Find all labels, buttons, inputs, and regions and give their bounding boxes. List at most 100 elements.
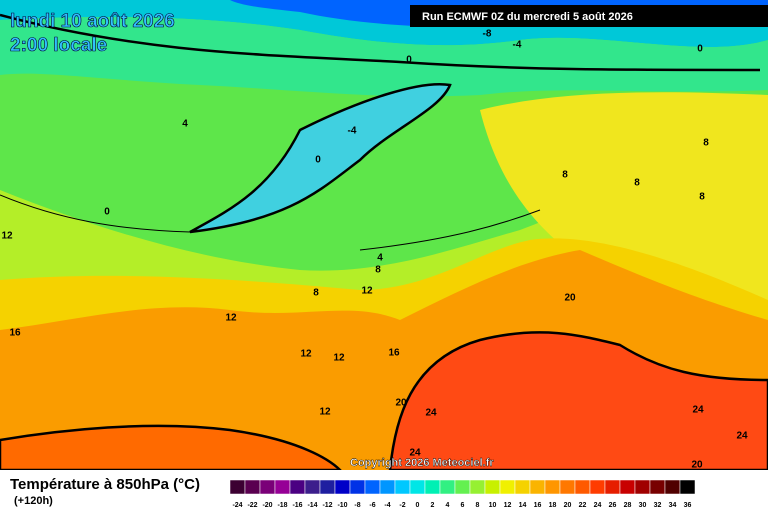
contour-label: 20	[395, 398, 407, 409]
legend-swatch	[424, 479, 441, 495]
legend-swatch	[364, 479, 381, 495]
valid-time: 2:00 locale	[10, 35, 107, 56]
legend-swatch	[334, 479, 351, 495]
legend-level: 32	[654, 502, 662, 509]
contour-label: 4	[377, 253, 383, 264]
legend-swatch	[319, 479, 336, 495]
legend-level: 12	[504, 502, 512, 509]
legend-level: -20	[262, 502, 272, 509]
legend-level: 34	[669, 502, 677, 509]
legend-swatch	[559, 479, 576, 495]
contour-label: 4	[182, 119, 188, 130]
contour-label: 16	[9, 328, 21, 339]
legend-level: 0	[416, 502, 420, 509]
legend-swatch	[289, 479, 306, 495]
legend-swatch	[634, 479, 651, 495]
legend-swatch	[619, 479, 636, 495]
legend-level: -16	[292, 502, 302, 509]
legend-level: 2	[431, 502, 435, 509]
contour-label: 12	[333, 353, 345, 364]
legend-swatch	[589, 479, 606, 495]
contour-label: -8	[483, 29, 492, 40]
legend-swatch	[454, 479, 471, 495]
legend-swatch	[604, 479, 621, 495]
contour-label: 24	[425, 408, 437, 419]
legend-swatch	[394, 479, 411, 495]
contour-label: -4	[513, 40, 522, 51]
legend-swatch	[274, 479, 291, 495]
legend-swatch	[649, 479, 666, 495]
legend-swatch	[409, 479, 426, 495]
legend-level: -24	[232, 502, 242, 509]
contour-label: 0	[315, 155, 321, 166]
legend-level: 24	[594, 502, 602, 509]
contour-label: 24	[692, 405, 704, 416]
legend-swatch	[244, 479, 261, 495]
contour-label: 24	[409, 448, 421, 459]
legend-swatch	[679, 479, 696, 495]
contour-label: 20	[691, 460, 703, 471]
contour-label: -4	[348, 126, 357, 137]
zero-isotherm	[0, 13, 761, 72]
contour-label: 12	[1, 231, 13, 242]
lead-time: (+120h)	[14, 495, 53, 507]
legend-title: Température à 850hPa (°C)	[10, 476, 200, 493]
run-box	[410, 5, 768, 27]
contour-label: 8	[375, 265, 381, 276]
legend-level: -22	[247, 502, 257, 509]
contour-label: 8	[699, 192, 705, 203]
legend-swatch	[544, 479, 561, 495]
legend-level: 10	[489, 502, 497, 509]
contour-label: 12	[300, 349, 312, 360]
contour-label: 20	[564, 293, 576, 304]
legend-swatch	[574, 479, 591, 495]
legend-level: -12	[322, 502, 332, 509]
legend-level: 6	[461, 502, 465, 509]
legend-level: -6	[369, 502, 375, 509]
legend-level: 16	[534, 502, 542, 509]
valid-date: lundi 10 août 2026	[10, 11, 175, 32]
legend-level: 8	[476, 502, 480, 509]
contour-label: 12	[319, 407, 331, 418]
contour-label: 24	[736, 431, 748, 442]
contour-label: 16	[388, 348, 400, 359]
legend-level: -4	[384, 502, 390, 509]
contour-label: 8	[703, 138, 709, 149]
legend-level: 14	[519, 502, 527, 509]
legend-level: -2	[399, 502, 405, 509]
cold-pool	[189, 83, 452, 234]
cool-zone	[0, 17, 768, 97]
legend-swatch	[379, 479, 396, 495]
hot-sw	[0, 424, 344, 472]
legend-level: -8	[354, 502, 360, 509]
legend-swatch	[469, 479, 486, 495]
legend-swatch	[349, 479, 366, 495]
run-info: Run ECMWF 0Z du mercredi 5 août 2026	[422, 11, 633, 23]
legend-swatch	[664, 479, 681, 495]
legend-level: 28	[624, 502, 632, 509]
contour-label: 12	[361, 286, 373, 297]
legend-swatch	[529, 479, 546, 495]
legend-level: -18	[277, 502, 287, 509]
contour-label: 12	[225, 313, 237, 324]
legend-level: -14	[307, 502, 317, 509]
legend-level: 36	[684, 502, 692, 509]
hot-core	[388, 331, 768, 472]
legend-swatch	[439, 479, 456, 495]
legend-swatch	[514, 479, 531, 495]
legend-swatch	[304, 479, 321, 495]
contour-label: 8	[634, 178, 640, 189]
legend-level: 18	[549, 502, 557, 509]
legend-level: 4	[446, 502, 450, 509]
legend-level: 30	[639, 502, 647, 509]
contour-label: 8	[562, 170, 568, 181]
legend-level: 22	[579, 502, 587, 509]
legend-swatch	[229, 479, 246, 495]
contour	[359, 209, 541, 251]
legend-level: 26	[609, 502, 617, 509]
legend-level: -10	[337, 502, 347, 509]
contour-label: 0	[104, 207, 110, 218]
legend-swatch	[499, 479, 516, 495]
contour-label: 8	[313, 288, 319, 299]
